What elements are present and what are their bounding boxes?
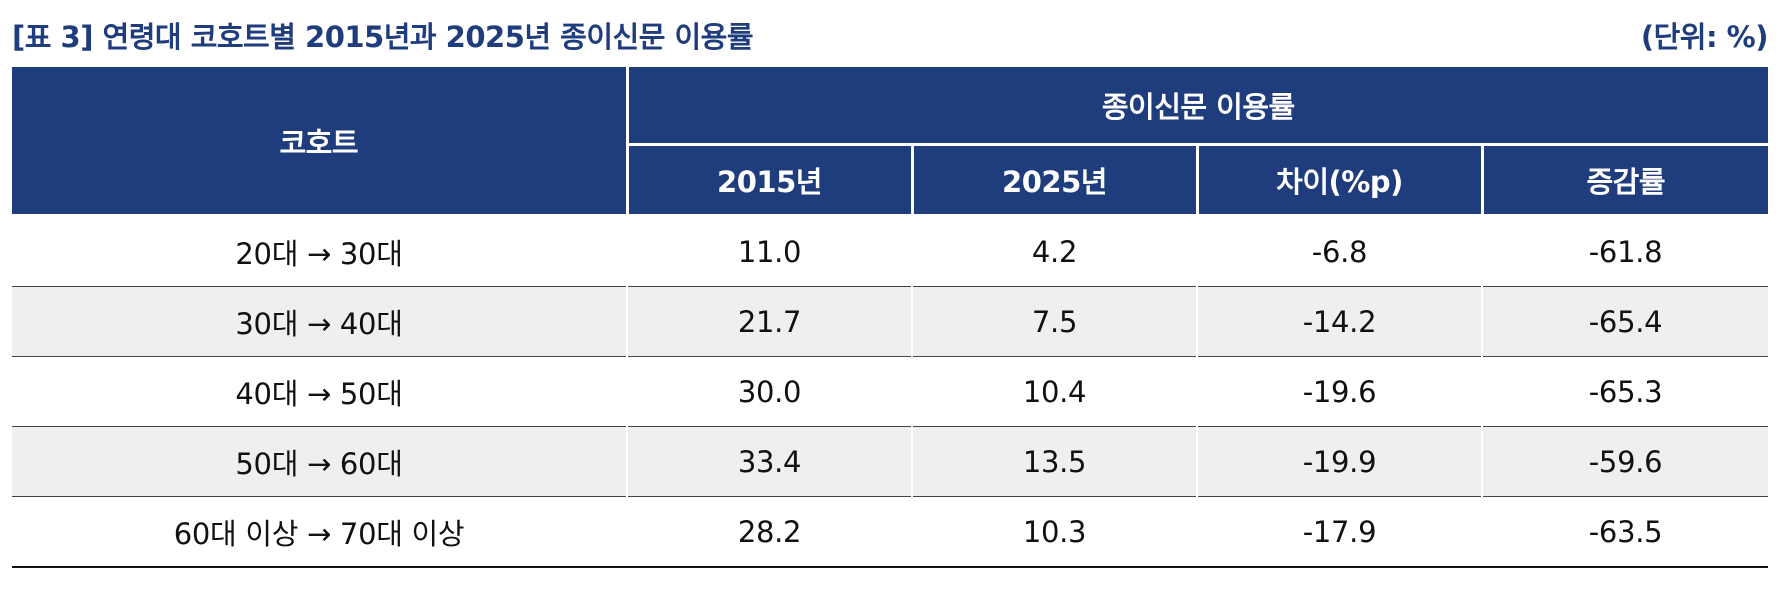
header-cohort: 코호트 xyxy=(12,67,629,217)
cell-rate: -65.3 xyxy=(1480,356,1769,427)
cell-diff: -19.9 xyxy=(1196,426,1482,497)
title-row: [표 3] 연령대 코호트별 2015년과 2025년 종이신문 이용률 (단위… xyxy=(12,14,1769,58)
header-2025: 2025년 xyxy=(910,143,1199,217)
cell-2025: 10.3 xyxy=(911,496,1197,568)
cell-rate: -59.6 xyxy=(1480,426,1769,497)
cell-diff: -17.9 xyxy=(1196,496,1482,568)
cell-cohort: 50대 → 60대 xyxy=(12,426,627,497)
table-row: 60대 이상 → 70대 이상 28.2 10.3 -17.9 -63.5 xyxy=(12,496,1769,568)
cell-2025: 13.5 xyxy=(911,426,1197,497)
cell-2015: 33.4 xyxy=(626,426,912,497)
cell-2015: 21.7 xyxy=(626,286,912,357)
table-body: 20대 → 30대 11.0 4.2 -6.8 -61.8 30대 → 40대 … xyxy=(12,215,1769,568)
header-diff: 차이(%p) xyxy=(1195,143,1484,217)
cell-rate: -61.8 xyxy=(1480,215,1769,287)
table-row: 30대 → 40대 21.7 7.5 -14.2 -65.4 xyxy=(12,286,1769,357)
table-row: 20대 → 30대 11.0 4.2 -6.8 -61.8 xyxy=(12,215,1769,287)
cell-diff: -14.2 xyxy=(1196,286,1482,357)
cell-rate: -63.5 xyxy=(1480,496,1769,568)
cell-rate: -65.4 xyxy=(1480,286,1769,357)
table-row: 40대 → 50대 30.0 10.4 -19.6 -65.3 xyxy=(12,356,1769,427)
cell-cohort: 60대 이상 → 70대 이상 xyxy=(12,496,627,568)
cell-cohort: 40대 → 50대 xyxy=(12,356,627,427)
table-title: [표 3] 연령대 코호트별 2015년과 2025년 종이신문 이용률 xyxy=(12,20,754,54)
cell-cohort: 30대 → 40대 xyxy=(12,286,627,357)
cell-2015: 11.0 xyxy=(626,215,912,287)
cell-diff: -19.6 xyxy=(1196,356,1482,427)
unit-label: (단위: %) xyxy=(1640,20,1769,54)
table-row: 50대 → 60대 33.4 13.5 -19.9 -59.6 xyxy=(12,426,1769,497)
header-group-usage: 종이신문 이용률 xyxy=(625,67,1769,146)
header-2015: 2015년 xyxy=(625,143,914,217)
cell-2025: 7.5 xyxy=(911,286,1197,357)
cell-diff: -6.8 xyxy=(1196,215,1482,287)
cell-2015: 30.0 xyxy=(626,356,912,427)
table-header: 코호트 종이신문 이용률 2015년 2025년 차이(%p) 증감률 xyxy=(12,67,1769,217)
cell-2025: 10.4 xyxy=(911,356,1197,427)
header-rate: 증감률 xyxy=(1480,143,1769,217)
cell-2025: 4.2 xyxy=(911,215,1197,287)
cell-2015: 28.2 xyxy=(626,496,912,568)
cell-cohort: 20대 → 30대 xyxy=(235,236,403,271)
newspaper-usage-table: 코호트 종이신문 이용률 2015년 2025년 차이(%p) 증감률 20대 … xyxy=(12,67,1769,568)
